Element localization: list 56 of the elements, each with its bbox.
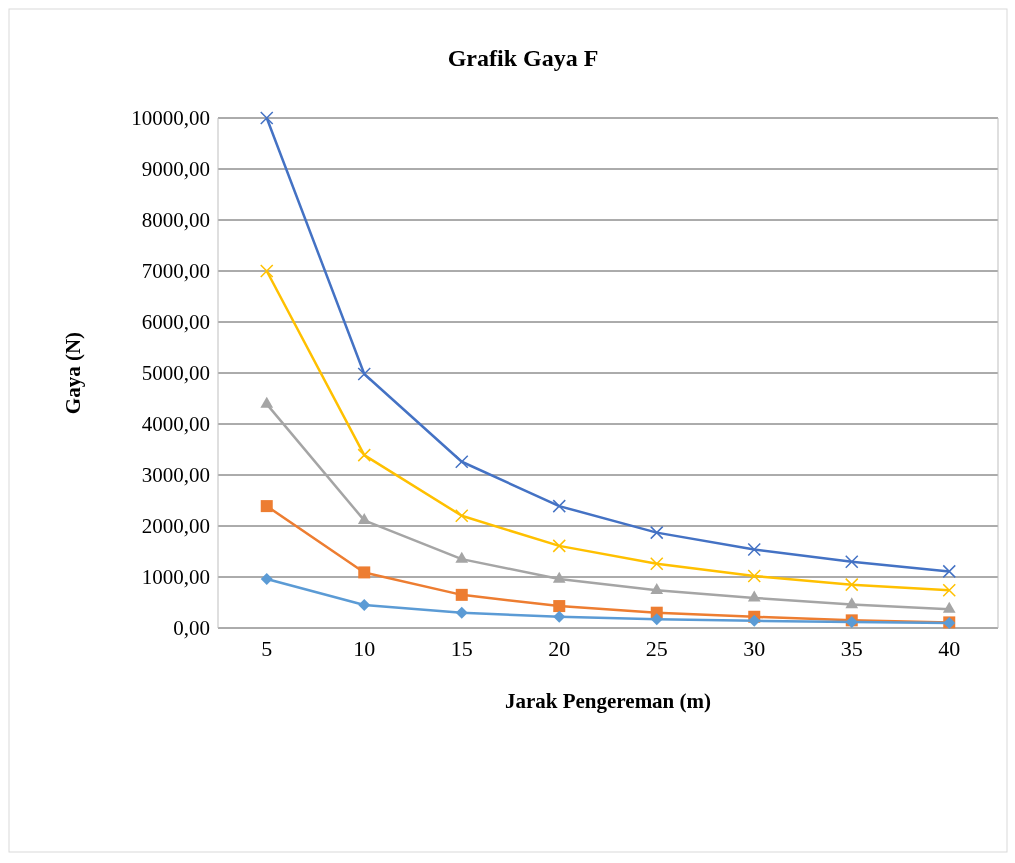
point [552, 499, 566, 513]
y-axis-title: Gaya (N) [61, 331, 85, 415]
point [260, 396, 274, 408]
point [455, 606, 468, 619]
x-tick-label: 30 [743, 636, 766, 661]
point [650, 556, 664, 571]
point [942, 583, 956, 598]
point [260, 111, 274, 125]
y-tick-label: 1000,00 [141, 565, 210, 590]
x-tick-label: 20 [548, 636, 571, 661]
y-tick-label: 6000,00 [141, 310, 210, 335]
x-tick-label: 5 [261, 636, 273, 661]
point [747, 542, 761, 557]
x-tick-label: 40 [938, 636, 961, 661]
x-tick-label: 10 [353, 636, 376, 661]
point [942, 601, 956, 613]
point [358, 599, 371, 612]
point [455, 588, 468, 601]
point [260, 500, 273, 513]
point [357, 367, 371, 381]
y-tick-label: 4000,00 [141, 412, 210, 437]
x-tick-label: 25 [645, 636, 668, 661]
point [455, 551, 469, 563]
point [358, 566, 371, 579]
y-tick-label: 0,00 [173, 616, 210, 641]
point [845, 554, 859, 569]
point [552, 539, 566, 553]
point [260, 264, 274, 278]
point [650, 613, 663, 626]
y-tick-label: 9000,00 [141, 157, 210, 182]
y-tick-label: 5000,00 [141, 361, 210, 386]
point [455, 509, 469, 523]
point [845, 597, 859, 609]
x-axis-title: Jarak Pengereman (m) [504, 689, 712, 713]
chart-title: Grafik Gaya F [447, 45, 599, 71]
point [553, 610, 566, 623]
y-tick-label: 10000,00 [131, 106, 210, 131]
point [357, 513, 371, 525]
point [552, 571, 566, 583]
point [260, 573, 273, 586]
point [650, 582, 664, 594]
point [553, 600, 566, 613]
point [747, 590, 761, 602]
point [650, 525, 664, 540]
y-tick-label: 7000,00 [141, 259, 210, 284]
point [748, 614, 761, 627]
y-tick-label: 2000,00 [141, 514, 210, 539]
point [747, 569, 761, 583]
y-tick-label: 8000,00 [141, 208, 210, 233]
x-tick-label: 35 [840, 636, 863, 661]
point [455, 454, 469, 469]
point [942, 564, 956, 579]
point [845, 577, 859, 592]
point [357, 448, 371, 462]
y-tick-label: 3000,00 [141, 463, 210, 488]
x-tick-label: 15 [450, 636, 473, 661]
